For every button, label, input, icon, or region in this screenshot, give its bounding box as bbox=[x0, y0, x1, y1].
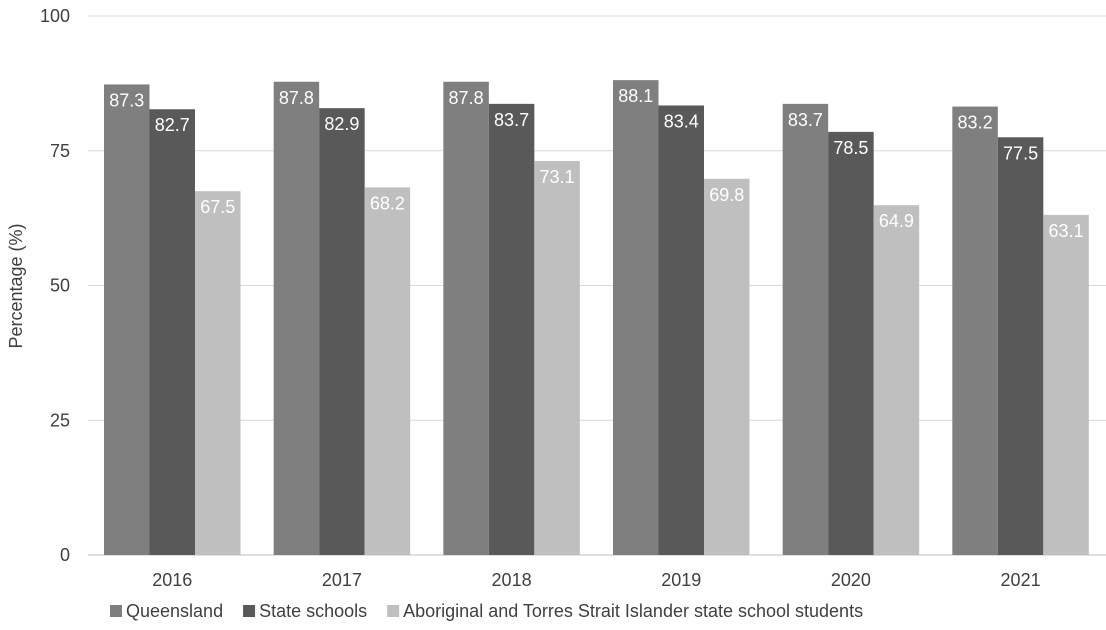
y-tick-label: 25 bbox=[50, 410, 70, 430]
x-tick-label: 2019 bbox=[661, 570, 701, 590]
x-tick-label: 2020 bbox=[831, 570, 871, 590]
x-tick-label: 2016 bbox=[152, 570, 192, 590]
bar bbox=[828, 131, 874, 555]
x-axis-ticks: 2016 2017 2018 2019 2020 2021 bbox=[152, 570, 1040, 590]
legend: Queensland State schools Aboriginal and To… bbox=[110, 601, 863, 621]
x-tick-label: 2017 bbox=[322, 570, 362, 590]
data-label: 64.9 bbox=[879, 211, 914, 231]
data-label: 83.2 bbox=[958, 113, 993, 133]
data-label: 83.4 bbox=[664, 111, 699, 131]
data-label: 88.1 bbox=[618, 86, 653, 106]
bar bbox=[1043, 214, 1089, 556]
y-tick-label: 100 bbox=[40, 6, 70, 26]
y-tick-label: 0 bbox=[60, 545, 70, 565]
bar bbox=[997, 137, 1044, 555]
data-label: 83.7 bbox=[494, 110, 529, 130]
bar bbox=[658, 105, 704, 555]
bar bbox=[273, 81, 320, 556]
legend-item: Queensland bbox=[110, 601, 223, 621]
bar bbox=[443, 81, 489, 556]
data-labels: 87.3 82.7 67.5 87.8 82.9 68.2 87.8 83.7 73.1 88.1… bbox=[109, 86, 1083, 241]
bar bbox=[873, 205, 920, 555]
bar bbox=[488, 103, 535, 556]
bar bbox=[782, 103, 829, 556]
data-label: 82.7 bbox=[155, 115, 190, 135]
legend-label: State schools bbox=[259, 601, 367, 621]
y-axis-title: Percentage (%) bbox=[6, 223, 26, 348]
bar bbox=[319, 108, 365, 555]
data-label: 87.8 bbox=[449, 88, 484, 108]
legend-item: State schools bbox=[243, 601, 367, 621]
y-axis-ticks: 0 25 50 75 100 bbox=[40, 6, 70, 565]
data-label: 78.5 bbox=[833, 138, 868, 158]
bar bbox=[104, 84, 150, 555]
data-label: 83.7 bbox=[788, 110, 823, 130]
data-label: 63.1 bbox=[1049, 221, 1084, 241]
bar bbox=[613, 80, 659, 556]
data-label: 82.9 bbox=[324, 114, 359, 134]
data-label: 73.1 bbox=[540, 167, 575, 187]
legend-swatch bbox=[110, 605, 122, 617]
y-tick-label: 50 bbox=[50, 276, 70, 296]
x-tick-label: 2021 bbox=[1001, 570, 1041, 590]
bar bbox=[704, 178, 750, 555]
data-label: 67.5 bbox=[200, 197, 235, 217]
legend-label: Queensland bbox=[126, 601, 223, 621]
data-label: 69.8 bbox=[709, 185, 744, 205]
bars bbox=[104, 80, 1089, 556]
data-label: 87.8 bbox=[279, 88, 314, 108]
bar bbox=[364, 187, 411, 556]
legend-item: Aboriginal and Torres Strait Islander st… bbox=[387, 601, 863, 621]
legend-swatch bbox=[387, 605, 400, 617]
data-label: 68.2 bbox=[370, 193, 405, 213]
bar bbox=[952, 106, 998, 555]
data-label: 87.3 bbox=[109, 90, 144, 110]
bar bbox=[149, 109, 195, 555]
gridlines bbox=[88, 15, 1106, 556]
legend-swatch bbox=[243, 605, 256, 617]
y-tick-label: 75 bbox=[50, 141, 70, 161]
x-tick-label: 2018 bbox=[492, 570, 532, 590]
bar bbox=[195, 191, 241, 556]
legend-label: Aboriginal and Torres Strait Islander st… bbox=[403, 601, 863, 621]
bar bbox=[534, 160, 580, 555]
data-label: 77.5 bbox=[1003, 143, 1038, 163]
